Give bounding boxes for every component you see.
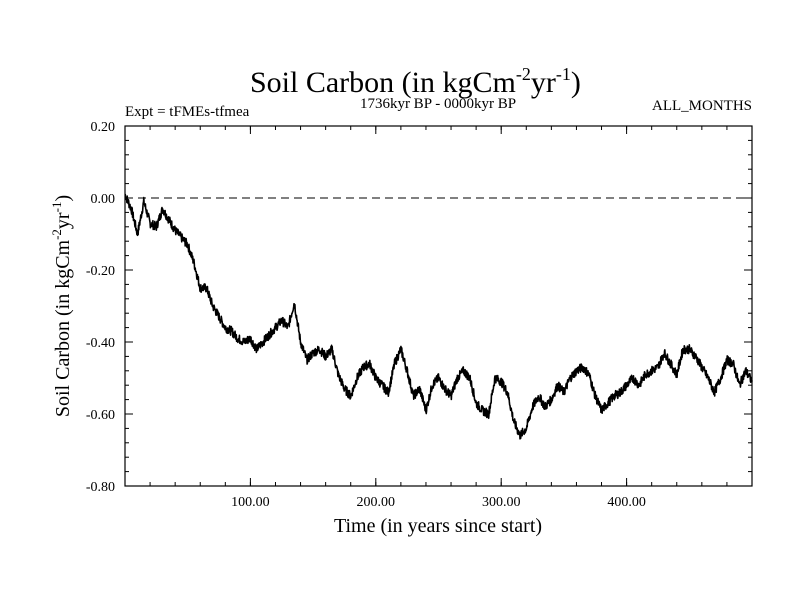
subtitle-left: Expt = tFMEs-tfmea [125, 104, 250, 120]
x-tick-label: 400.00 [607, 495, 646, 510]
plot-frame [124, 125, 753, 487]
y-tick-label: -0.20 [86, 264, 115, 279]
y-tick-label: -0.60 [86, 408, 115, 423]
x-tick-label: 300.00 [482, 495, 521, 510]
x-tick-label: 100.00 [231, 495, 270, 510]
axes-layer: 0.20 0.00 -0.20 -0.40 -0.60 -0.80 100.00 200.00… [86, 120, 752, 510]
series-line [124, 193, 753, 440]
subtitle-center: 1736kyr BP - 0000kyr BP [360, 96, 516, 112]
y-tick-label: 0.00 [91, 192, 116, 207]
chart-title: Soil Carbon (in kgCm-2yr-1) [250, 64, 581, 99]
y-tick-label: -0.80 [86, 480, 115, 495]
series-layer [124, 193, 753, 440]
subtitle-right: ALL_MONTHS [652, 98, 752, 114]
y-axis-label: Soil Carbon (in kgCm-2yr-1) [49, 195, 74, 417]
x-tick-label: 200.00 [357, 495, 396, 510]
y-tick-label: -0.40 [86, 336, 115, 351]
y-tick-label: 0.20 [91, 120, 116, 135]
x-axis-label: Time (in years since start) [334, 515, 542, 537]
